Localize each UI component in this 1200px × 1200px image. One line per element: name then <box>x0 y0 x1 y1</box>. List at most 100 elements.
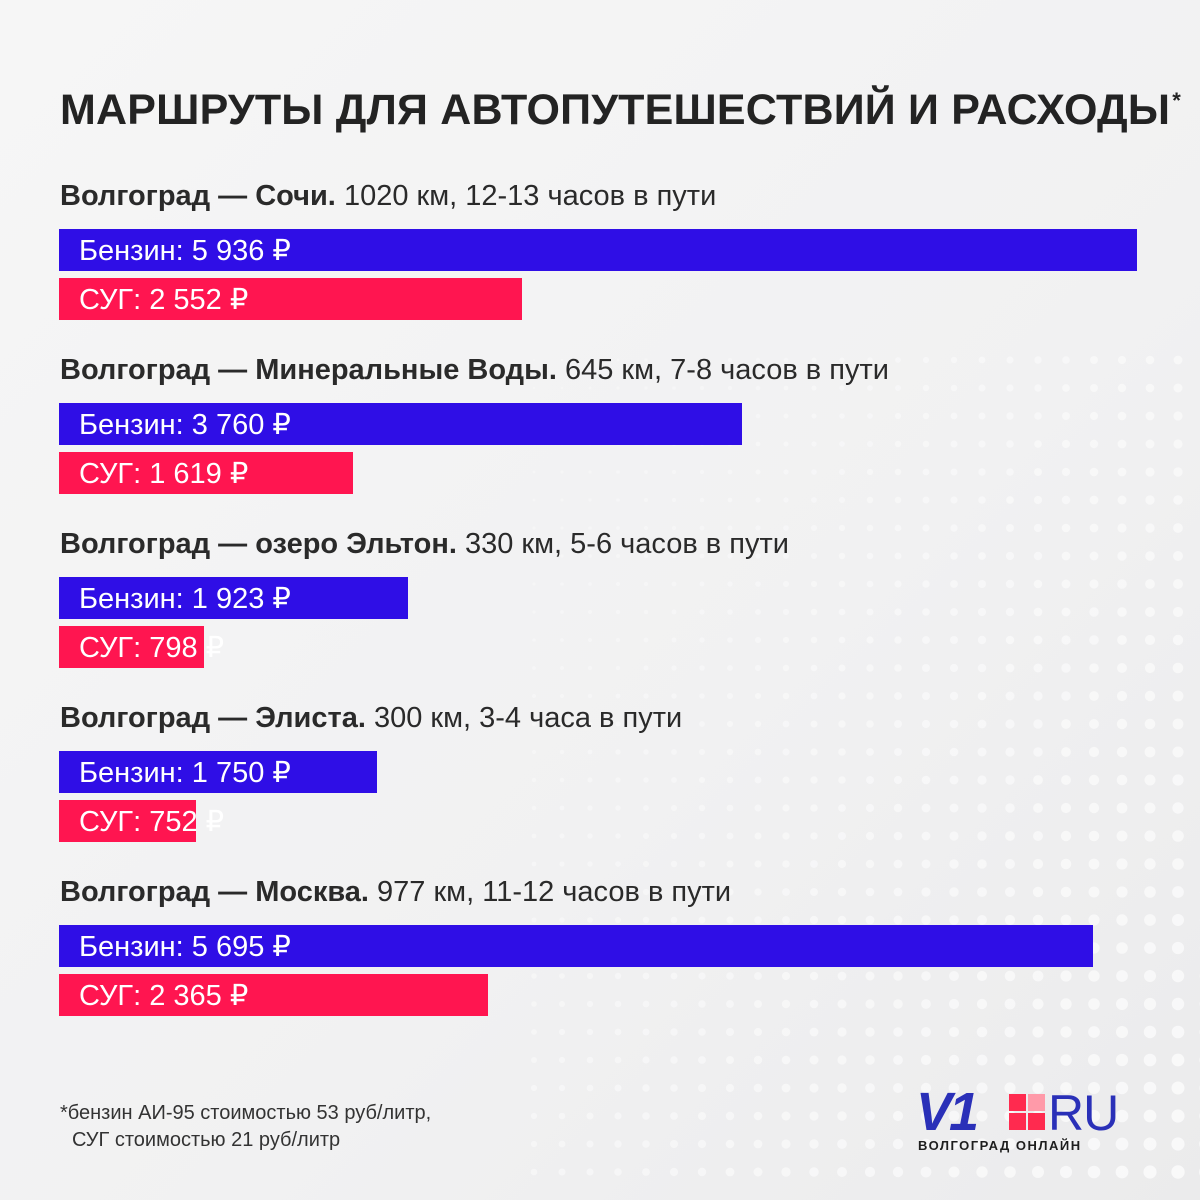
background-dot <box>588 498 592 502</box>
background-dot <box>725 1167 735 1177</box>
background-dot <box>1005 859 1015 869</box>
background-dot <box>1032 1054 1044 1066</box>
background-dot <box>949 831 959 841</box>
background-dot <box>1172 774 1184 786</box>
background-dot <box>699 693 705 699</box>
background-dot <box>866 692 874 700</box>
background-dot <box>643 609 649 615</box>
background-dot <box>811 469 817 475</box>
background-dot <box>894 720 902 728</box>
logo-ru-text: RU <box>1048 1085 1119 1141</box>
background-dot <box>531 973 537 979</box>
background-dot <box>559 917 565 923</box>
background-dot <box>1061 775 1071 785</box>
background-dot <box>1033 747 1043 757</box>
background-dot <box>894 664 902 672</box>
background-dot <box>615 637 621 643</box>
background-dot <box>782 804 790 812</box>
background-dot <box>1004 1026 1016 1038</box>
route-name: Волгоград — озеро Эльтон. <box>60 528 457 560</box>
background-dot <box>893 887 903 897</box>
background-dot <box>531 749 537 755</box>
background-dot <box>1006 412 1014 420</box>
background-dot <box>781 1139 791 1149</box>
background-dot <box>586 1028 594 1036</box>
background-dot <box>671 525 677 531</box>
background-dot <box>699 637 705 643</box>
background-dot <box>782 692 790 700</box>
background-dot <box>837 1083 847 1093</box>
background-dot <box>1145 467 1155 477</box>
background-dot <box>921 747 931 757</box>
background-dot <box>1005 747 1015 757</box>
background-dot <box>1173 439 1183 449</box>
background-dot <box>1143 997 1157 1011</box>
background-dot <box>949 803 959 813</box>
background-dot <box>950 384 958 392</box>
background-dot <box>1145 551 1155 561</box>
background-dot <box>1173 467 1183 477</box>
background-dot <box>809 1139 819 1149</box>
background-dot <box>1089 691 1099 701</box>
background-dot <box>642 1056 650 1064</box>
lpg-bar: СУГ: 2 365 ₽ <box>59 974 488 1016</box>
background-dot <box>950 608 958 616</box>
background-dot <box>922 664 930 672</box>
background-dot <box>809 971 819 981</box>
background-dot <box>894 496 902 504</box>
background-dot <box>754 1000 762 1008</box>
background-dot <box>1145 495 1155 505</box>
background-dot <box>643 525 649 531</box>
background-dot <box>614 1028 622 1036</box>
background-dot <box>1117 607 1127 617</box>
background-dot <box>1061 719 1071 729</box>
background-dot <box>920 1138 932 1150</box>
background-dot <box>1173 355 1183 365</box>
background-dot <box>978 356 986 364</box>
background-dot <box>978 524 986 532</box>
background-dot <box>1115 1109 1129 1123</box>
background-dot <box>1089 719 1099 729</box>
background-dot <box>894 524 902 532</box>
background-dot <box>1006 496 1014 504</box>
background-dot <box>1006 468 1014 476</box>
background-dot <box>671 581 677 587</box>
background-dot <box>948 1138 960 1150</box>
background-dot <box>587 889 593 895</box>
background-dot <box>671 805 677 811</box>
background-dot <box>1116 1026 1128 1038</box>
background-dot <box>809 999 819 1009</box>
background-dot <box>643 805 649 811</box>
background-dot <box>948 998 960 1010</box>
background-dot <box>948 1026 960 1038</box>
background-dot <box>1005 607 1015 617</box>
background-dot <box>893 999 903 1009</box>
background-dot <box>921 999 931 1009</box>
background-dot <box>1173 579 1183 589</box>
background-dot <box>978 412 986 420</box>
background-dot <box>865 999 875 1009</box>
lpg-bar: СУГ: 752 ₽ <box>59 800 224 842</box>
background-dot <box>642 1168 650 1176</box>
background-dot <box>755 525 761 531</box>
background-dot <box>977 775 987 785</box>
background-dot <box>1006 524 1014 532</box>
background-dot <box>754 692 762 700</box>
background-dot <box>644 498 648 502</box>
background-dot <box>1089 411 1099 421</box>
background-dot <box>1061 551 1071 561</box>
background-dot <box>671 665 677 671</box>
background-dot <box>809 1111 819 1121</box>
background-dot <box>782 888 790 896</box>
background-dot <box>1006 356 1014 364</box>
background-dot <box>781 971 791 981</box>
background-dot <box>670 916 678 924</box>
background-dot <box>1089 607 1099 617</box>
background-dot <box>1088 1054 1100 1066</box>
background-dot <box>586 1000 594 1008</box>
background-dot <box>531 833 537 839</box>
background-dot <box>810 580 818 588</box>
background-dot <box>1032 858 1044 870</box>
background-dot <box>586 1056 594 1064</box>
background-dot <box>977 831 987 841</box>
